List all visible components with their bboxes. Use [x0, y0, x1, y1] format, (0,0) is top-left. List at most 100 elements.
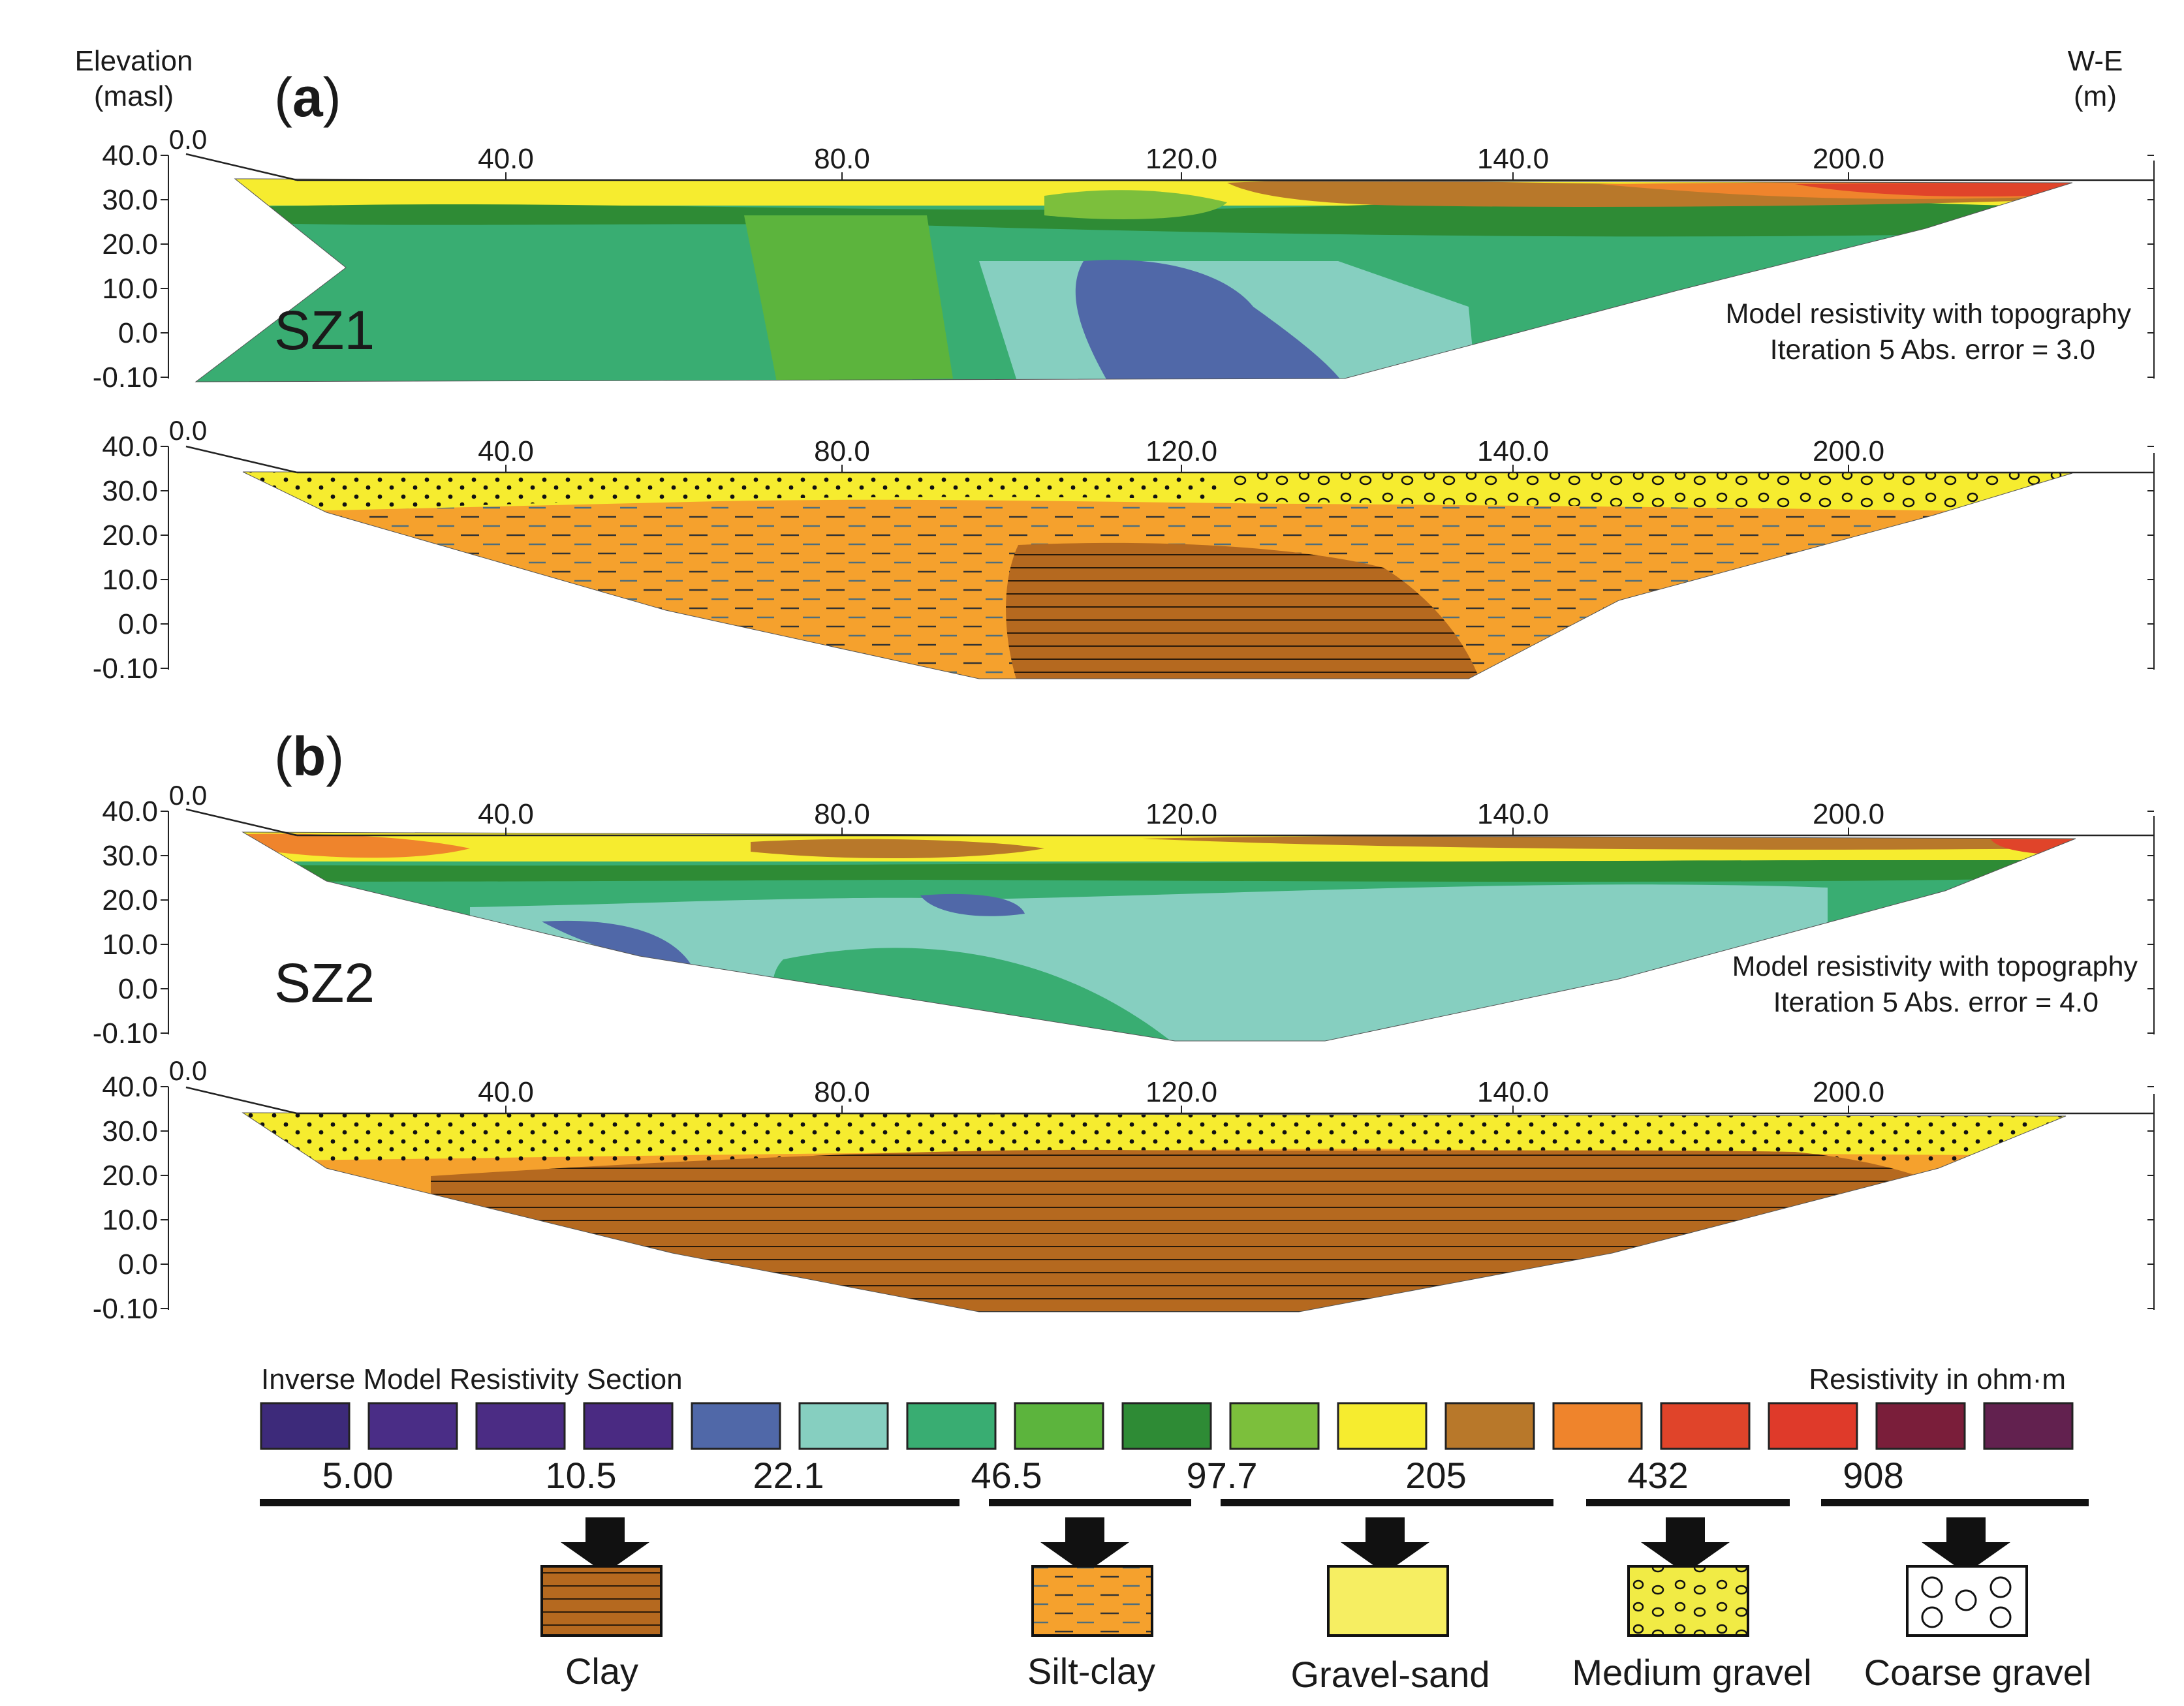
arrow-down-icon	[561, 1517, 649, 1574]
y-tick-label: 10.0	[102, 564, 158, 596]
y-tick-label: 30.0	[102, 1115, 158, 1147]
legend-title-right: Resistivity in ohm·m	[1809, 1363, 2066, 1395]
y-tick-label: -0.10	[93, 362, 158, 394]
range-bar-gravel-sand	[1221, 1499, 1553, 1506]
x-tick-label: 40.0	[478, 435, 534, 467]
x-tick-label: 40.0	[478, 143, 534, 175]
colour-swatch	[798, 1402, 889, 1450]
site-label-sz1: SZ1	[274, 300, 375, 361]
colour-swatch	[1552, 1402, 1643, 1450]
y-tick-label: 30.0	[102, 840, 158, 872]
colour-swatch	[1121, 1402, 1212, 1450]
arrow-down-icon	[1641, 1517, 1730, 1574]
site-label-sz2: SZ2	[274, 952, 375, 1014]
y-tick-label: 30.0	[102, 475, 158, 507]
axis-frame: 0.0 40.0 30.0 20.0 10.0 0.0 -0.10 40.0 80.0 120.0…	[93, 124, 2155, 394]
section-sz1-resistivity	[195, 178, 2073, 382]
y-tick-label: 0.0	[118, 973, 158, 1005]
scale-value-label: 908	[1843, 1455, 1903, 1496]
x-tick-label: 120.0	[1146, 1076, 1217, 1108]
colour-swatch	[260, 1402, 351, 1450]
x-origin-label: 0.0	[169, 415, 207, 446]
colour-swatch	[1014, 1402, 1104, 1450]
lithology-box-medium-gravel	[1627, 1565, 1749, 1637]
axis-frame: 0.0 40.0 30.0 20.0 10.0 0.0 -0.10 40.0 80.0 120.0…	[93, 780, 2155, 1049]
model-caption-a-line1: Model resistivity with topography	[1726, 298, 2132, 330]
x-tick-label: 200.0	[1813, 1076, 1884, 1108]
colour-swatch	[475, 1402, 566, 1450]
model-caption-a-line2: Iteration 5 Abs. error = 3.0	[1770, 334, 2095, 365]
x-tick-label: 140.0	[1477, 1076, 1549, 1108]
range-bar-silt-clay	[989, 1499, 1191, 1506]
x-tick-label: 200.0	[1813, 798, 1884, 830]
y-tick-label: 20.0	[102, 884, 158, 916]
lithology-box-coarse-gravel	[1906, 1565, 2028, 1637]
axes: 0.0 40.0 30.0 20.0 10.0 0.0 -0.10 40.0 80.0 120.0…	[93, 124, 2155, 1325]
axis-frame: 0.0 40.0 30.0 20.0 10.0 0.0 -0.10 40.0 80.0 120.0…	[93, 415, 2155, 685]
x-tick-label: 120.0	[1146, 435, 1217, 467]
y-tick-label: 10.0	[102, 929, 158, 961]
y-tick-label: 40.0	[102, 431, 158, 463]
lithology-box-silt-clay	[1031, 1565, 1153, 1637]
y-tick-label: -0.10	[93, 1293, 158, 1325]
section-sz2-lithology	[242, 1112, 2067, 1312]
lithology-name-medium-gravel: Medium gravel	[1572, 1652, 1811, 1693]
direction-unit: (m)	[2074, 80, 2117, 112]
y-tick-label: 0.0	[118, 317, 158, 349]
x-tick-label: 80.0	[814, 798, 870, 830]
x-tick-label: 140.0	[1477, 143, 1549, 175]
elevation-label: Elevation	[74, 45, 193, 77]
axis-frame: 0.0 40.0 30.0 20.0 10.0 0.0 -0.10 40.0 80.0 120.0…	[93, 1055, 2155, 1325]
y-tick-label: 30.0	[102, 184, 158, 216]
lithology-name-gravel-sand: Gravel-sand	[1290, 1654, 1490, 1695]
colour-swatch	[1983, 1402, 2074, 1450]
resistivity-colour-scale	[260, 1402, 2074, 1450]
elevation-unit: (masl)	[94, 80, 174, 112]
x-tick-label: 200.0	[1813, 143, 1884, 175]
scale-value-label: 10.5	[546, 1455, 617, 1496]
lithology-name-coarse-gravel: Coarse gravel	[1864, 1652, 2092, 1693]
lithology-names: Clay Silt-clay Gravel-sand Medium gravel…	[565, 1651, 2091, 1695]
x-tick-label: 200.0	[1813, 435, 1884, 467]
y-tick-label: 0.0	[118, 608, 158, 640]
y-tick-label: 20.0	[102, 1160, 158, 1192]
lithology-name-clay: Clay	[565, 1651, 638, 1692]
scale-value-label: 205	[1405, 1455, 1466, 1496]
range-bars	[260, 1499, 2089, 1506]
colour-swatch	[691, 1402, 781, 1450]
lithology-legend	[540, 1565, 2028, 1637]
x-origin-label: 0.0	[169, 124, 207, 155]
arrow-down-icon	[1040, 1517, 1129, 1574]
header: Elevation (masl) W-E (m)	[74, 45, 2123, 112]
x-tick-label: 80.0	[814, 1076, 870, 1108]
x-origin-label: 0.0	[169, 1055, 207, 1086]
model-caption-b-line1: Model resistivity with topography	[1732, 951, 2138, 982]
x-tick-label: 80.0	[814, 435, 870, 467]
direction-label: W-E	[2068, 45, 2123, 77]
range-bar-coarse-gravel	[1821, 1499, 2089, 1506]
panel-a-label: (a)	[274, 67, 341, 128]
y-tick-label: 40.0	[102, 140, 158, 172]
y-tick-label: 0.0	[118, 1248, 158, 1280]
colour-swatch	[1660, 1402, 1751, 1450]
y-tick-label: 20.0	[102, 228, 158, 260]
colour-swatch	[1444, 1402, 1535, 1450]
range-bar-clay	[260, 1499, 959, 1506]
y-tick-label: -0.10	[93, 653, 158, 685]
colour-swatch	[1875, 1402, 1966, 1450]
scale-value-label: 97.7	[1187, 1455, 1258, 1496]
lithology-name-silt-clay: Silt-clay	[1027, 1651, 1155, 1692]
lithology-box-clay	[540, 1565, 663, 1637]
scale-value-label: 432	[1627, 1455, 1688, 1496]
resistivity-scale-values: 5.00 10.5 22.1 46.5 97.7 205 432 908	[322, 1455, 1904, 1496]
y-tick-label: -0.10	[93, 1017, 158, 1049]
model-caption-b-line2: Iteration 5 Abs. error = 4.0	[1773, 987, 2098, 1018]
panel-b-label: (b)	[274, 726, 344, 787]
x-tick-label: 120.0	[1146, 798, 1217, 830]
x-tick-label: 40.0	[478, 798, 534, 830]
lithology-box-gravel-sand	[1327, 1565, 1449, 1637]
legend-title-left: Inverse Model Resistivity Section	[261, 1363, 683, 1395]
y-tick-label: 40.0	[102, 796, 158, 828]
scale-value-label: 5.00	[322, 1455, 394, 1496]
